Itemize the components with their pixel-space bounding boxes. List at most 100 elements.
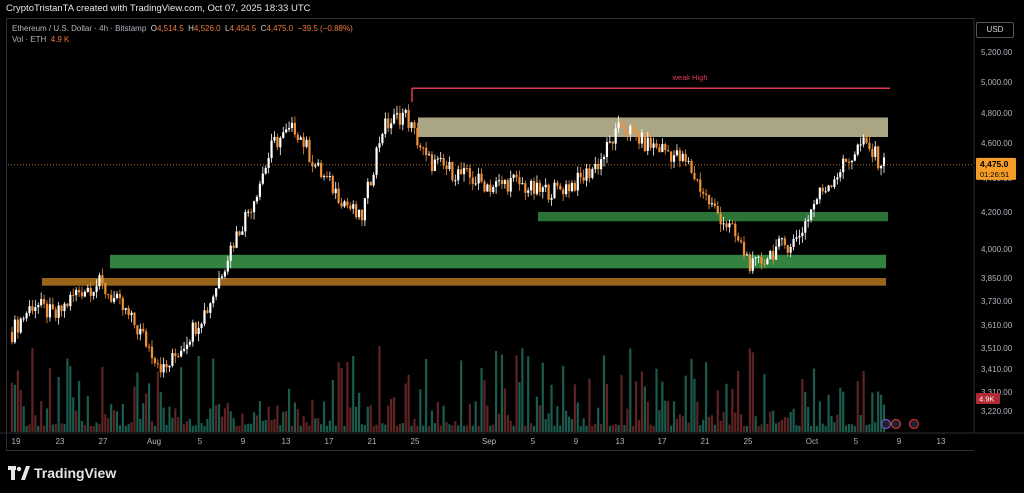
volume-bar [451,425,454,432]
volume-bar [655,368,658,432]
candle-body [518,177,521,185]
candle-body [427,154,431,156]
candle-body [217,277,221,289]
candle-body [600,159,603,170]
volume-bar [836,414,839,432]
volume-bar [156,371,159,432]
candle-body [436,158,439,160]
legend-h-value: 4,526.0 [193,24,221,33]
candle-body [369,181,372,186]
volume-bar [527,356,530,432]
candle-body [658,147,661,153]
volume-bar [681,416,684,432]
volume-bar [597,407,600,432]
volume-bar [416,425,419,432]
candle-body [640,132,644,144]
candle-body [562,189,565,195]
volume-bar [121,403,124,432]
time-axis-label: 25 [744,437,753,446]
candle-body [839,172,842,178]
candle-body [89,287,92,296]
volume-bar [617,425,620,432]
volume-bar [547,413,550,432]
candle-body [159,364,162,373]
tradingview-logo[interactable]: TradingView [8,465,116,481]
candle-body [325,176,329,178]
volume-bar [223,408,226,432]
volume-bar [877,391,880,432]
candle-body [877,146,880,169]
volume-bar [273,418,276,432]
volume-bar [480,368,483,432]
volume-bar [203,425,206,432]
candle-body [774,246,778,260]
volume-bar [363,425,366,432]
volume-bar [535,396,539,432]
candle-body [37,305,40,308]
chart-pane[interactable] [6,18,1017,451]
candle-body [433,159,436,171]
volume-bar [833,422,836,432]
volume-bar [731,389,734,432]
candle-body [177,356,180,358]
candle-body [474,183,477,185]
candle-body [509,177,512,192]
candle-body [101,275,104,284]
volume-bar [739,414,743,432]
candle-body [763,263,766,265]
volume-bar [850,424,854,432]
candle-body [182,349,186,351]
volume-bar [713,424,716,432]
volume-bar [112,410,116,432]
candle-body [576,172,579,191]
candle-body [360,209,364,221]
volume-bar [308,425,311,432]
candle-body [591,169,594,178]
candle-body [757,256,760,258]
candle-body [862,137,865,145]
candle-body [687,160,690,162]
candle-body [244,212,247,232]
candle-body [483,181,486,192]
candle-body [302,137,305,147]
volume-bar [830,415,833,432]
currency-tag[interactable]: USD [976,22,1014,38]
volume-bar [600,423,603,432]
candle-body [457,169,460,181]
tradingview-brand: TradingView [34,465,117,481]
volume-bar [818,401,821,432]
candle-body [130,312,133,316]
candle-body [769,250,772,260]
candle-body [45,303,49,318]
volume-bar [34,415,37,432]
candle-body [340,202,343,207]
candle-body [460,169,463,175]
candle-body [850,160,854,163]
volume-bar [862,370,865,432]
price-chart[interactable]: 5,200.005,000.004,800.004,600.004,400.00… [0,0,1024,455]
volume-bar [314,418,317,432]
volume-bar [582,418,585,432]
candle-body [847,161,851,163]
candle-body [833,179,836,188]
candle-body [681,153,684,161]
volume-bar [550,384,553,432]
volume-bar [798,425,801,432]
volume-bar [337,362,340,432]
candle-body [419,145,422,148]
candle-body [495,181,498,187]
candle-body [728,223,731,228]
candle-body [191,322,194,342]
volume-bar [244,424,247,432]
candle-body [594,164,597,170]
volume-bar [442,405,445,432]
candle-body [398,113,401,125]
candle-body [34,307,37,311]
volume-bar [83,424,87,432]
volume-bar [734,412,737,432]
volume-bar [118,425,122,432]
candle-body [258,183,261,197]
candle-body [439,157,442,159]
volume-bar [626,408,629,432]
candle-body [337,188,340,203]
